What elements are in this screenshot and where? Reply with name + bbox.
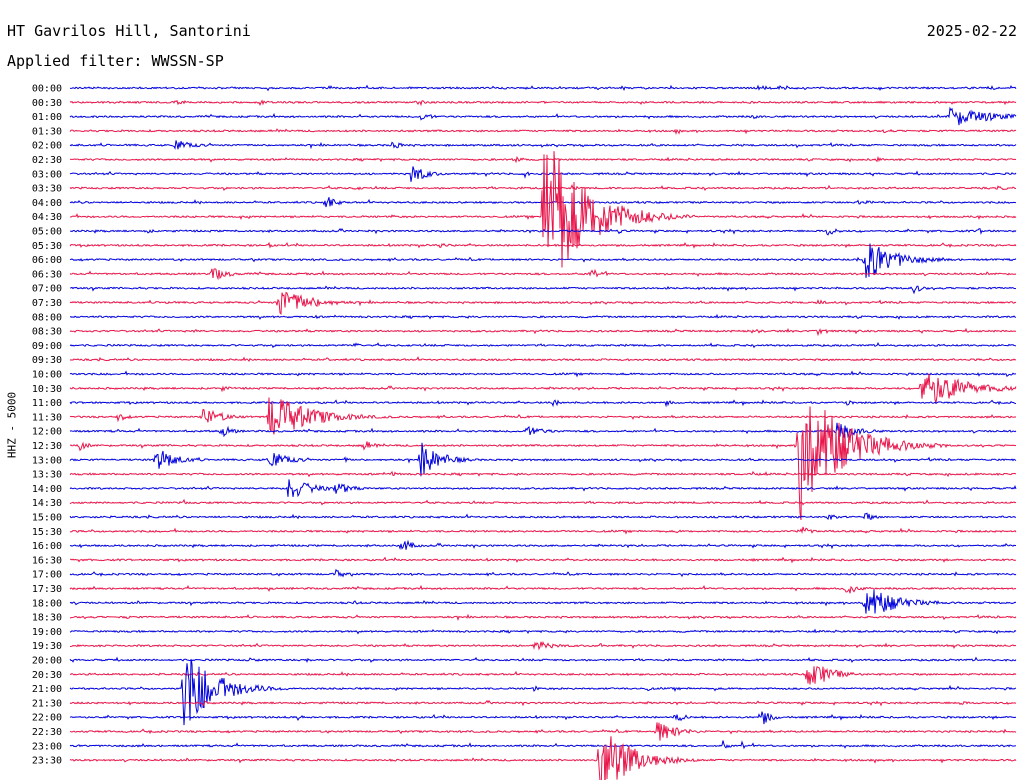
trace-time-label: 02:00 <box>32 141 62 152</box>
date-label: 2025-02-22 <box>926 22 1017 40</box>
trace-time-label: 13:00 <box>32 455 62 466</box>
trace-time-label: 04:30 <box>32 212 62 223</box>
seismic-trace <box>69 227 1017 236</box>
trace-time-label: 07:00 <box>32 284 62 295</box>
seismic-trace <box>69 512 1017 521</box>
seismic-trace <box>69 397 1017 435</box>
trace-time-label: 15:00 <box>32 513 62 524</box>
trace-time-label: 12:00 <box>32 427 62 438</box>
trace-time-label: 18:30 <box>32 613 62 624</box>
trace-time-label: 16:00 <box>32 541 62 552</box>
trace-time-label: 10:30 <box>32 384 62 395</box>
seismic-trace <box>69 658 1017 726</box>
seismic-trace <box>69 84 1017 92</box>
seismic-trace <box>69 183 1017 191</box>
trace-time-label: 09:30 <box>32 355 62 366</box>
seismic-trace <box>69 568 1017 578</box>
seismic-trace <box>69 641 1017 651</box>
seismic-trace <box>69 736 1017 780</box>
seismic-trace <box>69 128 1017 135</box>
trace-time-label: 17:30 <box>32 584 62 595</box>
trace-time-label: 00:00 <box>32 84 62 95</box>
trace-time-label: 15:30 <box>32 527 62 538</box>
seismic-trace <box>69 268 1017 281</box>
seismic-trace <box>70 556 1017 564</box>
seismic-trace <box>69 370 1016 378</box>
trace-time-label: 21:30 <box>32 698 62 709</box>
trace-time-label: 19:00 <box>32 627 62 638</box>
seismic-trace <box>69 140 1017 150</box>
station-title: HT Gavrilos Hill, Santorini <box>7 22 251 40</box>
seismic-trace <box>69 526 1017 535</box>
trace-time-label: 20:00 <box>32 656 62 667</box>
seismic-trace <box>69 342 1017 349</box>
trace-time-label: 14:30 <box>32 498 62 509</box>
seismic-trace <box>69 241 1017 249</box>
seismic-trace <box>69 99 1017 107</box>
seismic-trace <box>69 711 1017 725</box>
seismic-trace <box>69 285 1017 295</box>
seismic-trace <box>69 373 1017 403</box>
trace-time-label: 11:30 <box>32 412 62 423</box>
seismic-trace <box>69 356 1017 362</box>
seismic-trace <box>69 442 1017 477</box>
trace-time-label: 01:00 <box>32 112 62 123</box>
trace-time-label: 16:30 <box>32 555 62 566</box>
seismic-trace <box>69 422 1017 439</box>
trace-time-label: 10:00 <box>32 370 62 381</box>
trace-time-label: 06:00 <box>32 255 62 266</box>
trace-time-label: 22:00 <box>32 713 62 724</box>
trace-time-label: 12:30 <box>32 441 62 452</box>
trace-time-label: 23:00 <box>32 741 62 752</box>
seismic-trace <box>69 151 1017 268</box>
seismic-trace <box>69 589 1017 614</box>
seismic-trace <box>69 155 1017 164</box>
seismic-trace <box>69 539 1017 551</box>
seismic-trace <box>69 740 1017 750</box>
seismic-trace <box>69 584 1017 594</box>
trace-time-label: 22:30 <box>32 727 62 738</box>
seismic-trace <box>69 313 1017 320</box>
seismic-trace <box>69 166 1017 182</box>
trace-time-label: 05:30 <box>32 241 62 252</box>
seismic-trace <box>69 722 1017 741</box>
seismic-trace <box>69 291 1017 316</box>
trace-time-label: 09:00 <box>32 341 62 352</box>
trace-time-label: 20:30 <box>32 670 62 681</box>
trace-time-label: 01:30 <box>32 126 62 137</box>
trace-time-label: 13:30 <box>32 470 62 481</box>
filter-label: Applied filter: WWSSN-SP <box>7 52 224 70</box>
trace-time-label: 17:00 <box>32 570 62 581</box>
trace-time-label: 05:00 <box>32 227 62 238</box>
seismic-trace <box>69 106 1017 126</box>
trace-time-label: 06:30 <box>32 269 62 280</box>
trace-time-label: 21:00 <box>32 684 62 695</box>
trace-time-label: 14:00 <box>32 484 62 495</box>
seismic-trace <box>69 470 1017 478</box>
trace-time-label: 11:00 <box>32 398 62 409</box>
trace-time-label: 02:30 <box>32 155 62 166</box>
trace-time-label: 23:30 <box>32 756 62 767</box>
trace-time-label: 19:30 <box>32 641 62 652</box>
seismic-trace <box>69 613 1017 621</box>
seismic-trace <box>69 327 1017 337</box>
trace-time-label: 03:00 <box>32 169 62 180</box>
trace-time-label: 18:00 <box>32 598 62 609</box>
trace-time-label: 03:30 <box>32 184 62 195</box>
seismic-trace <box>69 628 1017 635</box>
seismic-trace <box>69 498 1017 506</box>
trace-time-label: 00:30 <box>32 98 62 109</box>
trace-time-label: 08:00 <box>32 312 62 323</box>
seismic-trace <box>69 699 1017 707</box>
seismic-trace <box>69 243 1017 278</box>
trace-time-label: 04:00 <box>32 198 62 209</box>
seismic-trace <box>69 479 1017 498</box>
seismic-trace <box>69 656 1017 664</box>
trace-time-label: 08:30 <box>32 327 62 338</box>
seismic-trace <box>69 406 1017 521</box>
seismic-trace <box>69 399 1017 408</box>
trace-time-label: 07:30 <box>32 298 62 309</box>
seismic-trace <box>69 666 1017 685</box>
